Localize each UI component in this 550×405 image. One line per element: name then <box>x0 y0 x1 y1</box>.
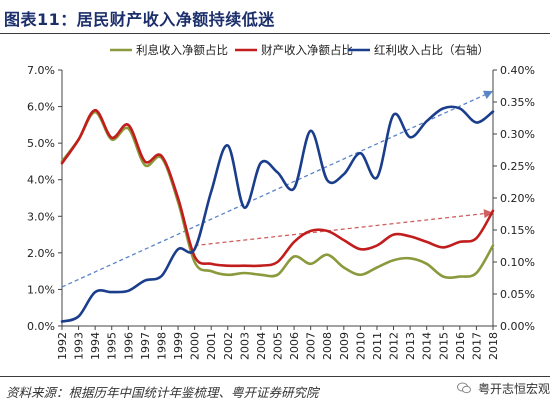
x-axis-tick-label: 1996 <box>122 332 135 360</box>
x-axis-tick-label: 2002 <box>222 332 235 360</box>
left-axis-tick-label: 3.0% <box>27 210 55 223</box>
x-axis-tick-label: 2018 <box>487 332 500 360</box>
legend-label: 红利收入占比（右轴） <box>374 43 489 57</box>
left-axis-tick-label: 6.0% <box>27 101 55 114</box>
right-axis-tick-label: 0.00% <box>500 320 535 333</box>
right-axis-tick-label: 0.25% <box>500 160 535 173</box>
title-bar: 图表11：居民财产收入净额持续低迷 <box>0 0 550 36</box>
x-axis-tick-label: 2014 <box>421 332 434 360</box>
title-divider <box>0 33 550 34</box>
watermark: 粤开志恒宏观 <box>457 380 550 397</box>
x-axis-tick-label: 1992 <box>56 332 69 360</box>
x-axis-tick-label: 1994 <box>89 332 102 360</box>
chart-legend: 利息收入净额占比 财产收入净额占比 红利收入占比（右轴） <box>110 43 489 57</box>
legend-label: 财产收入净额占比 <box>261 43 353 57</box>
left-axis-tick-label: 1.0% <box>27 283 55 296</box>
x-axis-tick-label: 2013 <box>404 332 417 360</box>
x-axis-tick-label: 2000 <box>189 332 202 360</box>
x-axis-tick-label: 2004 <box>255 332 268 360</box>
right-axis-tick-label: 0.40% <box>500 64 535 77</box>
interest-series-line <box>60 110 495 280</box>
right-axis-tick-label: 0.15% <box>500 224 535 237</box>
x-axis-tick-label: 2015 <box>437 332 450 360</box>
line-chart: 0.0% 1.0% 2.0% 3.0% 4.0% 5.0% 6.0% 7.0% 0.00% 0.0… <box>27 43 535 360</box>
legend-label: 利息收入净额占比 <box>136 43 228 57</box>
x-axis-tick-label: 2010 <box>354 332 367 360</box>
left-axis-tick-label: 0.0% <box>27 320 55 333</box>
left-axis-tick-label: 5.0% <box>27 137 55 150</box>
x-axis-tick-label: 2005 <box>272 332 285 360</box>
x-axis-tick-label: 2008 <box>321 332 334 360</box>
x-axis-tick-label: 1999 <box>172 332 185 360</box>
dividend-trend-line <box>61 90 494 288</box>
right-axis-tick-label: 0.35% <box>500 96 535 109</box>
x-axis-tick-label: 2016 <box>454 332 467 360</box>
right-axis-tick-label: 0.05% <box>500 288 535 301</box>
x-axis-tick-label: 1997 <box>139 332 152 360</box>
x-axis-tick-label: 2017 <box>470 332 483 360</box>
chart-title: 图表11：居民财产收入净额持续低迷 <box>4 10 275 29</box>
x-axis-tick-label: 2009 <box>338 332 351 360</box>
wechat-icon <box>457 382 472 394</box>
right-axis-tick-label: 0.30% <box>500 128 535 141</box>
property-trend-line <box>194 211 494 247</box>
x-axis-tick-label: 1995 <box>106 332 119 360</box>
left-axis-tick-label: 2.0% <box>27 247 55 260</box>
right-axis-tick-label: 0.10% <box>500 256 535 269</box>
property-trend-arrowhead <box>483 209 493 219</box>
dividend-trend-arrowhead <box>482 90 493 99</box>
x-axis-tick-label: 1993 <box>73 332 86 360</box>
left-axis-tick-label: 4.0% <box>27 174 55 187</box>
footer-divider <box>0 376 550 377</box>
property-series-line <box>60 108 495 268</box>
x-axis-tick-label: 2003 <box>238 332 251 360</box>
watermark-text: 粤开志恒宏观 <box>477 382 550 396</box>
dividend-series-line <box>60 105 495 323</box>
x-axis-tick-label: 1998 <box>155 332 168 360</box>
x-axis-tick-label: 2006 <box>288 332 301 360</box>
source-note: 资料来源：根据历年中国统计年鉴梳理、粤开证券研究院 <box>6 385 319 400</box>
left-axis-tick-label: 7.0% <box>27 64 55 77</box>
x-axis-tick-label: 2011 <box>371 332 384 360</box>
x-axis-tick-label: 2001 <box>205 332 218 360</box>
right-axis-tick-label: 0.20% <box>500 192 535 205</box>
x-axis-tick-label: 2012 <box>388 332 401 360</box>
x-axis-tick-label: 2007 <box>305 332 318 360</box>
